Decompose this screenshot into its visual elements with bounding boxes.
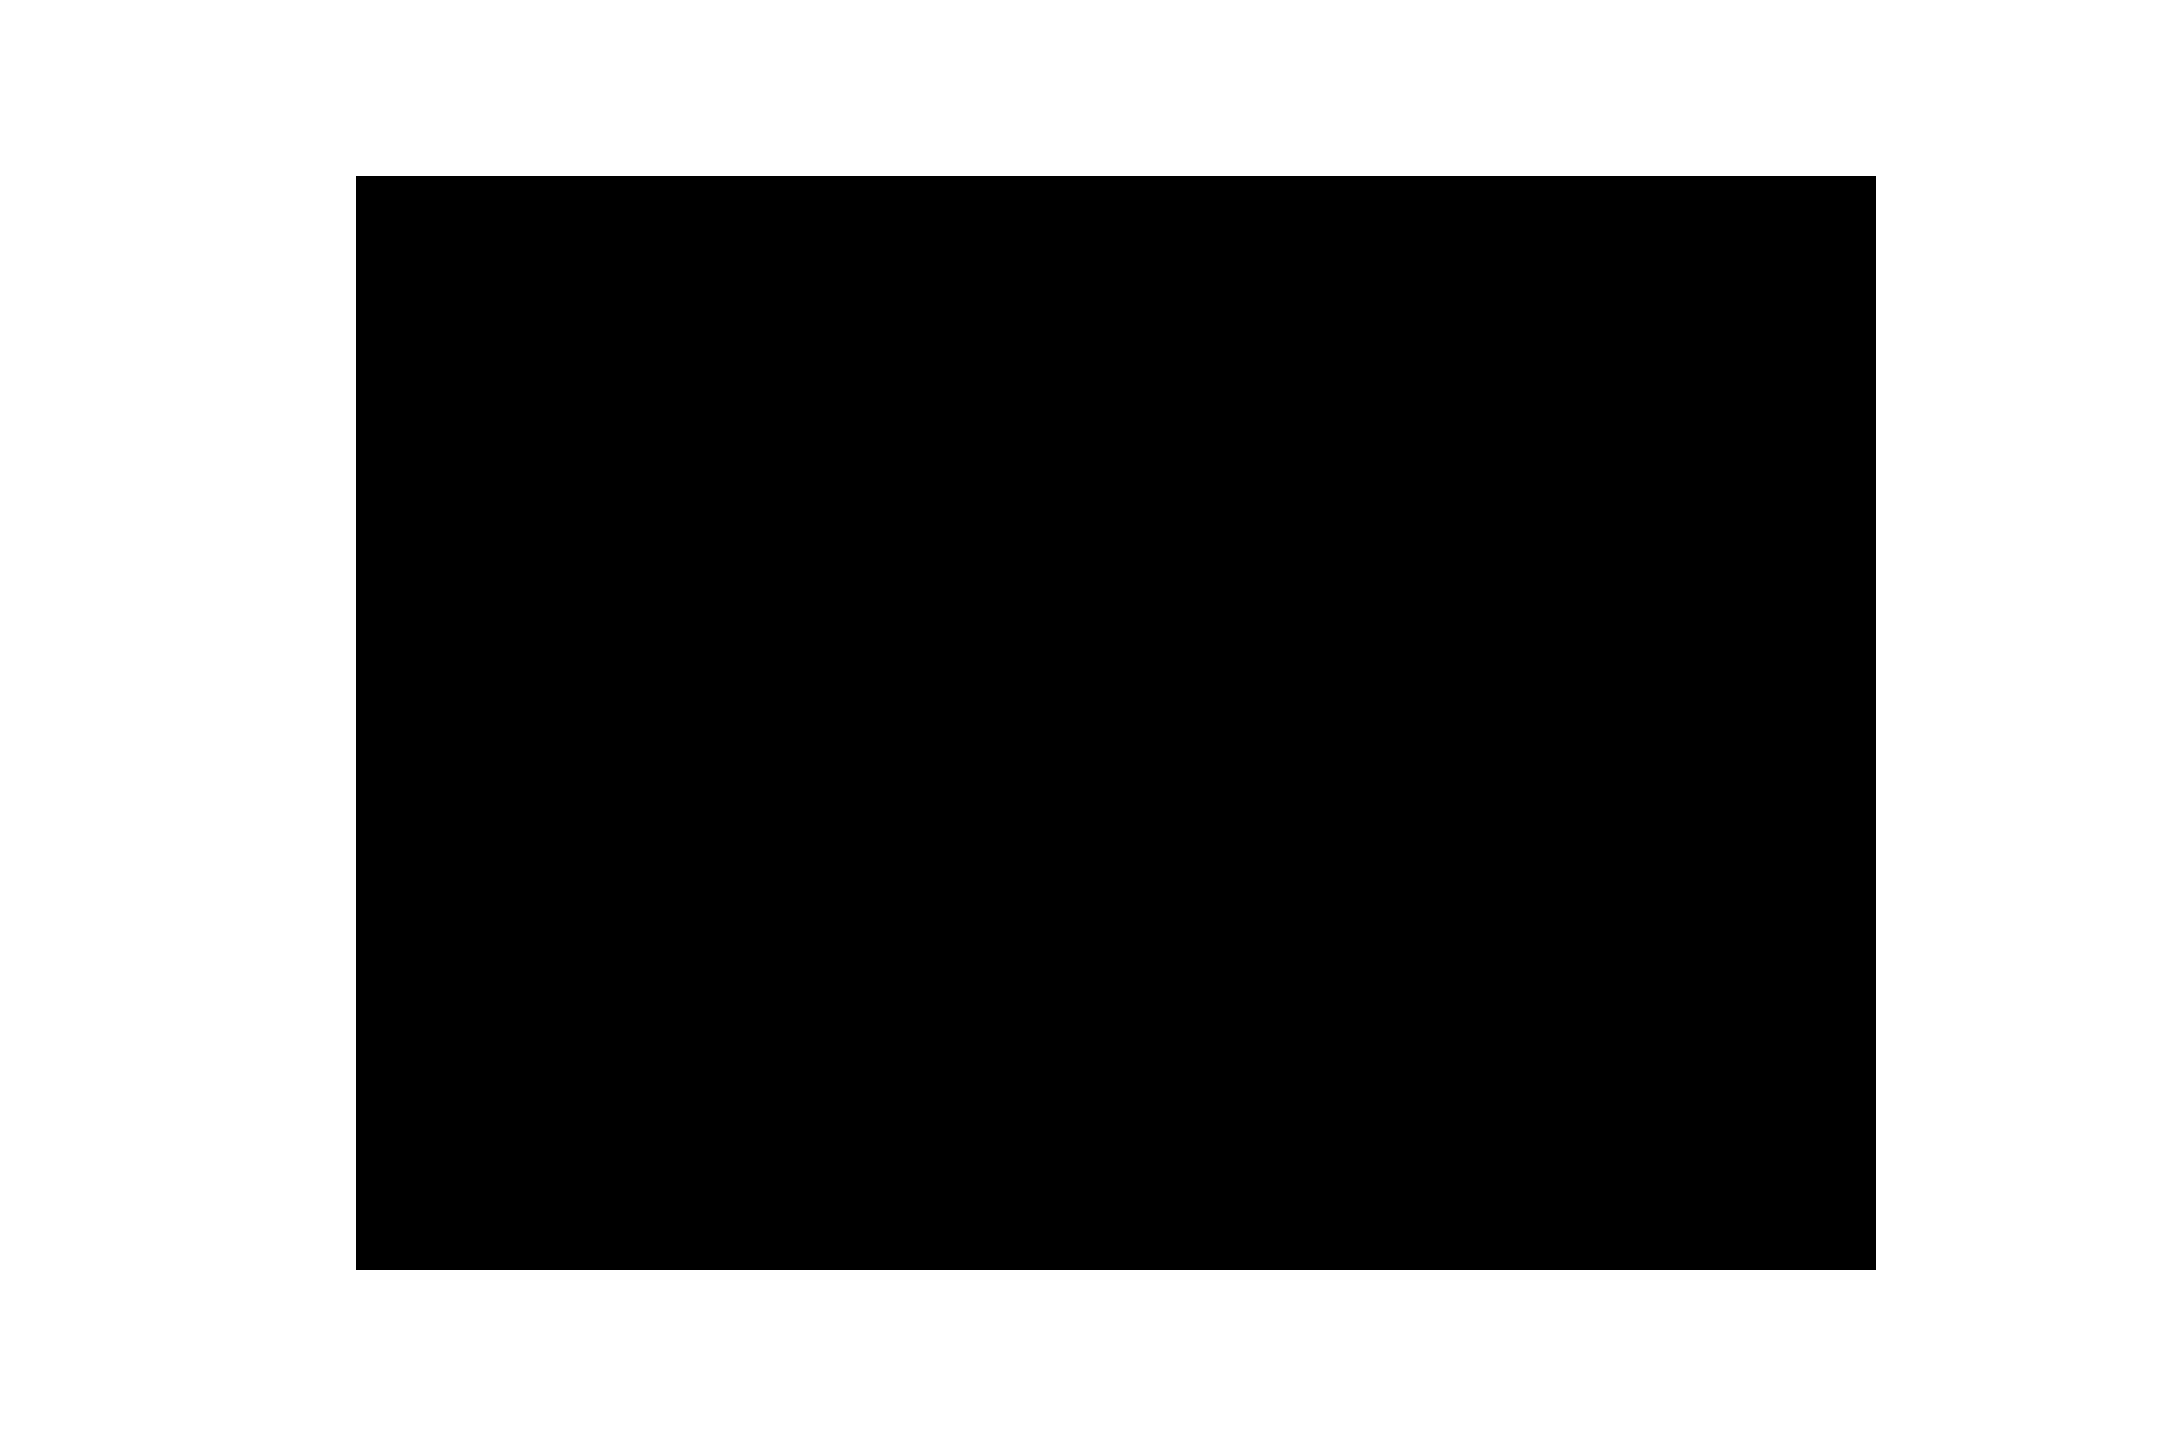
word-cloud-plot-area [356, 176, 1876, 1270]
word-cloud-svg [356, 176, 1876, 1270]
